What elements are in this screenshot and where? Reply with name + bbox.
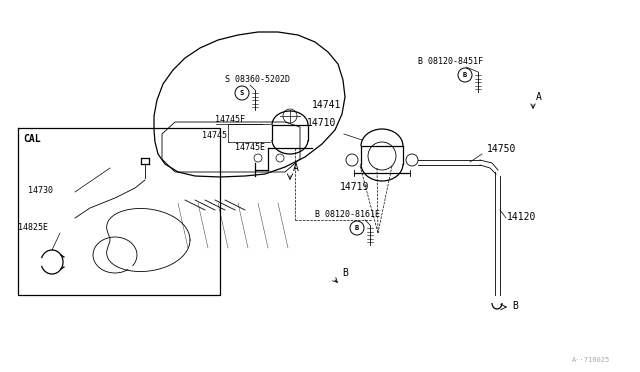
Text: 14745E: 14745E xyxy=(235,143,265,152)
Text: 14750: 14750 xyxy=(487,144,516,154)
Text: A: A xyxy=(536,92,542,102)
Text: 14730: 14730 xyxy=(28,186,53,195)
Text: 14741: 14741 xyxy=(312,100,341,110)
Text: A··710025: A··710025 xyxy=(572,357,610,363)
Text: B: B xyxy=(342,268,348,278)
Text: B: B xyxy=(463,72,467,78)
Text: S: S xyxy=(240,90,244,96)
Text: B 08120-8451F: B 08120-8451F xyxy=(418,57,483,66)
Text: 14745: 14745 xyxy=(202,131,227,140)
Text: CAL: CAL xyxy=(23,134,40,144)
Text: B: B xyxy=(512,301,518,311)
Text: 14825E: 14825E xyxy=(18,223,48,232)
Text: S 08360-5202D: S 08360-5202D xyxy=(225,75,290,84)
Text: 14710: 14710 xyxy=(307,118,337,128)
Text: 14120: 14120 xyxy=(507,212,536,222)
Text: B: B xyxy=(355,225,359,231)
Text: 14719: 14719 xyxy=(340,182,369,192)
Text: B 08120-8161E: B 08120-8161E xyxy=(315,210,380,219)
Text: 14745F: 14745F xyxy=(215,115,245,124)
Text: A: A xyxy=(293,163,299,173)
